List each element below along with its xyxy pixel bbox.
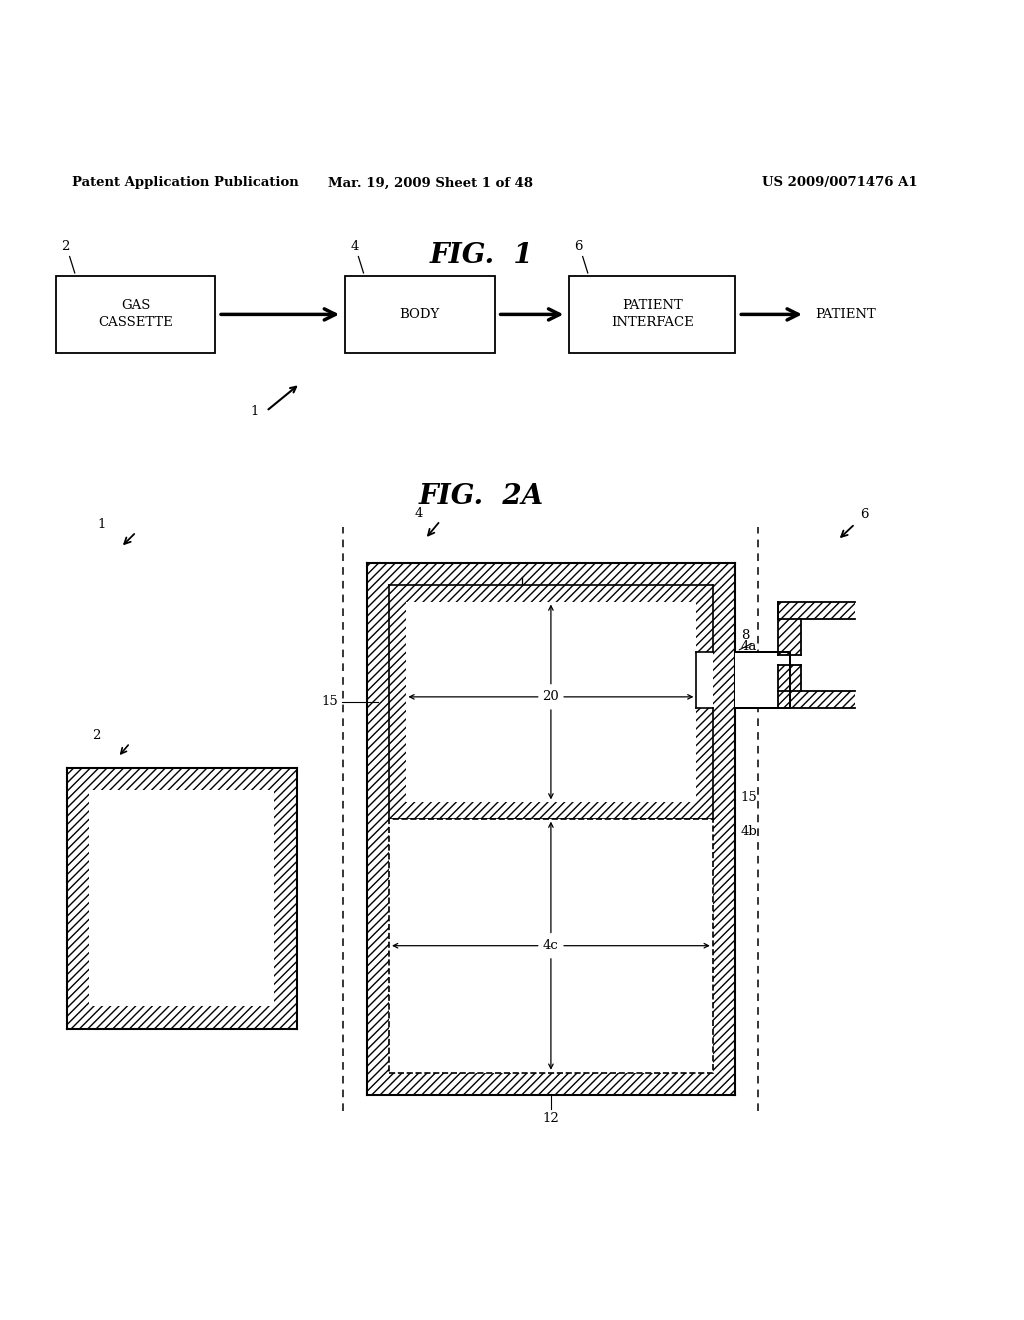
Bar	[389, 818, 713, 1073]
Text: 6: 6	[860, 508, 868, 520]
Bar	[735, 652, 790, 708]
Text: 8: 8	[741, 628, 750, 642]
Text: 15: 15	[740, 792, 757, 804]
Bar	[67, 767, 297, 1028]
Bar	[389, 585, 406, 818]
Text: Patent Application Publication: Patent Application Publication	[72, 177, 298, 189]
Bar	[67, 1006, 297, 1028]
Bar	[389, 585, 713, 602]
Text: 4c: 4c	[543, 940, 559, 952]
Bar	[367, 562, 735, 1096]
Bar	[778, 602, 855, 619]
Bar	[367, 562, 389, 1096]
Text: 4: 4	[415, 507, 423, 520]
Bar	[67, 767, 89, 1028]
Text: 4a: 4a	[740, 640, 757, 653]
Text: 2: 2	[61, 240, 70, 253]
Bar	[389, 585, 713, 818]
Text: FIG.  2A: FIG. 2A	[419, 483, 544, 510]
Text: 15: 15	[322, 696, 338, 709]
Bar	[778, 665, 801, 690]
Text: 12: 12	[543, 1111, 559, 1125]
Bar	[56, 276, 215, 352]
Text: 4: 4	[350, 240, 358, 253]
Text: 20: 20	[543, 690, 559, 704]
Bar	[696, 708, 713, 818]
Bar	[367, 1073, 735, 1096]
Text: 1: 1	[251, 405, 259, 418]
Text: GAS
CASSETTE: GAS CASSETTE	[98, 300, 173, 330]
Text: BODY: BODY	[399, 308, 440, 321]
Text: Mar. 19, 2009 Sheet 1 of 48: Mar. 19, 2009 Sheet 1 of 48	[328, 177, 532, 189]
Text: 11: 11	[514, 562, 530, 576]
Bar	[569, 276, 735, 352]
Text: FIG.  1: FIG. 1	[429, 242, 534, 269]
Text: 1: 1	[97, 517, 105, 531]
Bar	[778, 619, 801, 655]
Bar	[345, 276, 495, 352]
Text: US 2009/0071476 A1: US 2009/0071476 A1	[762, 177, 918, 189]
Bar	[274, 767, 297, 1028]
Text: 6: 6	[574, 240, 583, 253]
Bar	[713, 562, 735, 1096]
Text: PATIENT
INTERFACE: PATIENT INTERFACE	[611, 300, 693, 330]
Bar	[778, 690, 855, 708]
Bar	[389, 803, 713, 818]
Bar	[367, 562, 735, 585]
Bar	[696, 585, 713, 652]
Text: 2: 2	[92, 729, 100, 742]
Text: 4b: 4b	[740, 825, 757, 838]
Text: PATIENT: PATIENT	[815, 308, 876, 321]
Bar	[67, 767, 297, 791]
Text: d1: d1	[612, 989, 629, 1002]
